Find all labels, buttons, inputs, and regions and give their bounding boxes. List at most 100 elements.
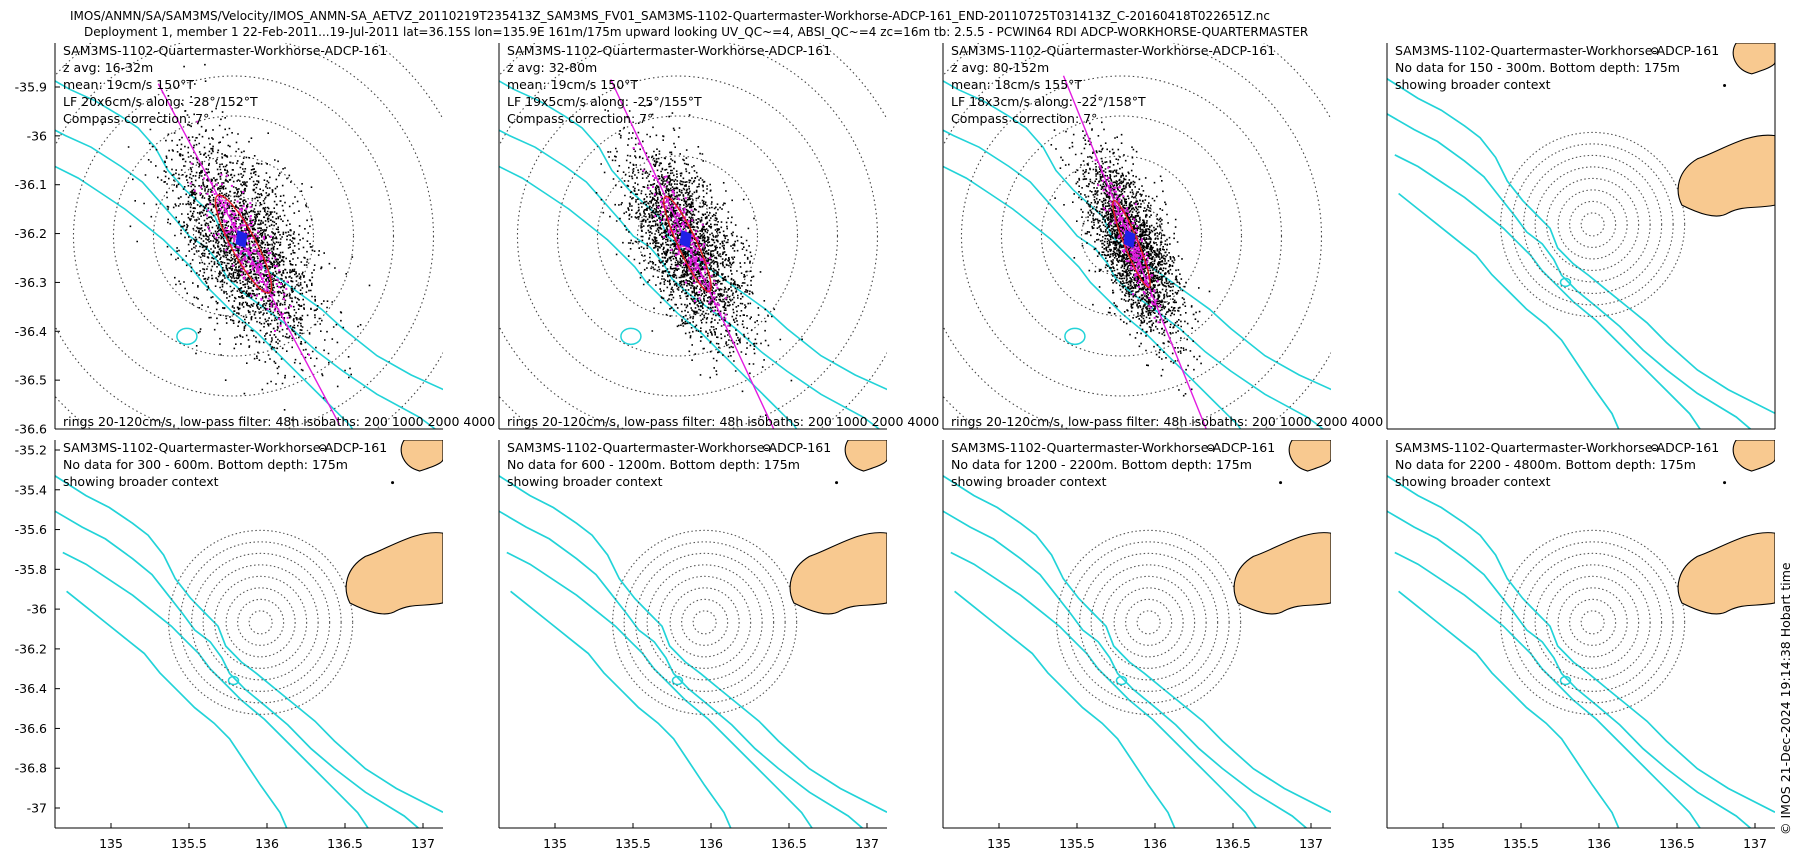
x-tick-label: 137 <box>855 836 879 850</box>
panel-annotation: showing broader context <box>1395 77 1551 92</box>
panel-annotation: No data for 600 - 1200m. Bottom depth: 1… <box>507 457 800 472</box>
land-kangaroo-island <box>1677 134 1775 217</box>
land-mainland <box>844 440 887 472</box>
y-tick-label: -36.8 <box>15 761 47 776</box>
velocity-ring <box>1511 541 1674 704</box>
lowpass-points <box>189 120 311 356</box>
panel-footer: rings 20-120cm/s, low-pass filter: 48h i… <box>63 414 495 429</box>
velocity-ring <box>681 598 729 646</box>
velocity-ring <box>237 598 285 646</box>
y-tick-label: -36.2 <box>15 226 47 241</box>
panel-3: SAM3MS-1102-Quartermaster-Workhorse-ADCP… <box>942 43 1383 430</box>
x-tick-label: 135 <box>1431 836 1455 850</box>
isobath-island <box>1559 675 1572 686</box>
panel-annotation: mean: 18cm/s 155°T <box>951 77 1082 92</box>
x-tick-label: 136.5 <box>1659 836 1695 850</box>
velocity-ring <box>1534 166 1651 283</box>
panel-annotation: z avg: 80-152m <box>951 60 1049 75</box>
panel-annotation: showing broader context <box>1395 474 1551 489</box>
velocity-ring <box>1569 598 1617 646</box>
velocity-ring <box>516 75 839 397</box>
velocity-ring <box>1546 177 1640 271</box>
panel-annotation: showing broader context <box>951 474 1107 489</box>
velocity-ring <box>646 564 763 681</box>
isobath-island <box>1064 327 1086 346</box>
principal-axis-line <box>610 79 775 429</box>
x-tick-label: 137 <box>1299 836 1323 850</box>
x-tick-label: 135 <box>987 836 1011 850</box>
velocity-ring <box>152 155 315 317</box>
land-kangaroo-island <box>1233 532 1331 615</box>
panel-annotation: SAM3MS-1102-Quartermaster-Workhorse-ADCP… <box>63 440 387 455</box>
isobath-island <box>620 327 642 346</box>
panel-annotation: No data for 1200 - 2200m. Bottom depth: … <box>951 457 1252 472</box>
panel-footer: rings 20-120cm/s, low-pass filter: 48h i… <box>507 414 939 429</box>
velocity-ring <box>72 75 395 397</box>
isobath-line <box>1398 590 1620 828</box>
velocity-ring <box>499 43 878 429</box>
variance-ellipse <box>214 194 273 294</box>
velocity-ring <box>1125 598 1173 646</box>
panel-annotation: z avg: 32-80m <box>507 60 597 75</box>
y-tick-label: -35.6 <box>15 522 47 537</box>
velocity-ring <box>1500 131 1686 317</box>
land-islet <box>1279 481 1283 485</box>
velocity-ring <box>1102 575 1196 669</box>
velocity-ring <box>612 529 798 715</box>
mean-velocity-marker <box>235 230 248 248</box>
isobath-line <box>954 590 1176 828</box>
land-islet <box>835 481 839 485</box>
x-tick-label: 135 <box>99 836 123 850</box>
x-tick-label: 136.5 <box>1215 836 1251 850</box>
land-islet <box>1207 444 1215 452</box>
velocity-ring <box>168 529 354 715</box>
panel-annotation: mean: 19cm/s 150°T <box>63 77 194 92</box>
land-islet <box>1651 444 1659 452</box>
panel-annotation: LF 18x3cm/s along: -22°/158°T <box>951 94 1146 109</box>
velocity-ring <box>669 587 740 658</box>
panel-annotation: Compass correction: 7° <box>63 111 209 126</box>
velocity-ring <box>1580 212 1605 237</box>
land-mainland <box>1732 43 1775 75</box>
isobath-line <box>499 129 881 429</box>
isobath-line <box>1387 510 1752 828</box>
velocity-ring <box>225 587 296 658</box>
x-tick-label: 135.5 <box>1503 836 1539 850</box>
mean-velocity-marker <box>1123 230 1136 248</box>
panel-7: SAM3MS-1102-Quartermaster-Workhorse-ADCP… <box>942 440 1331 850</box>
y-tick-label: -37 <box>27 801 47 816</box>
panel-plot-area <box>55 43 443 429</box>
velocity-ring <box>692 610 717 635</box>
y-tick-label: -35.8 <box>15 562 47 577</box>
x-tick-label: 136 <box>1587 836 1611 850</box>
principal-axis-line <box>157 83 341 425</box>
y-tick-label: -36.5 <box>15 373 47 388</box>
panel-plot-area <box>1387 43 1775 429</box>
panel-annotation: SAM3MS-1102-Quartermaster-Workhorse-ADCP… <box>63 43 387 58</box>
velocity-ring <box>191 552 331 692</box>
mean-velocity-marker <box>679 230 692 248</box>
velocity-ring <box>658 575 752 669</box>
land-islet <box>1723 481 1727 485</box>
isobath-line <box>62 551 370 828</box>
panel-annotation: SAM3MS-1102-Quartermaster-Workhorse-ADCP… <box>951 43 1275 58</box>
panel-annotation: LF 20x6cm/s along: -28°/152°T <box>63 94 258 109</box>
land-islet <box>763 444 771 452</box>
panel-annotation: SAM3MS-1102-Quartermaster-Workhorse-ADCP… <box>507 43 831 58</box>
land-mainland <box>1732 440 1775 472</box>
x-tick-label: 136 <box>1143 836 1167 850</box>
velocity-ring <box>248 610 273 635</box>
velocity-ring <box>596 155 759 317</box>
panel-4: SAM3MS-1102-Quartermaster-Workhorse-ADCP… <box>1386 43 1775 430</box>
velocity-ring <box>112 115 355 357</box>
velocity-ring <box>1580 610 1605 635</box>
y-tick-label: -36.1 <box>15 177 47 192</box>
x-tick-label: 136 <box>255 836 279 850</box>
panel-annotation: showing broader context <box>507 474 663 489</box>
y-tick-label: -36 <box>27 128 47 143</box>
panel-annotation: SAM3MS-1102-Quartermaster-Workhorse-ADCP… <box>1395 440 1719 455</box>
y-tick-label: -35.2 <box>15 443 47 458</box>
panel-annotation: SAM3MS-1102-Quartermaster-Workhorse-ADCP… <box>507 440 831 455</box>
land-kangaroo-island <box>345 532 443 615</box>
land-islet <box>1723 83 1727 87</box>
